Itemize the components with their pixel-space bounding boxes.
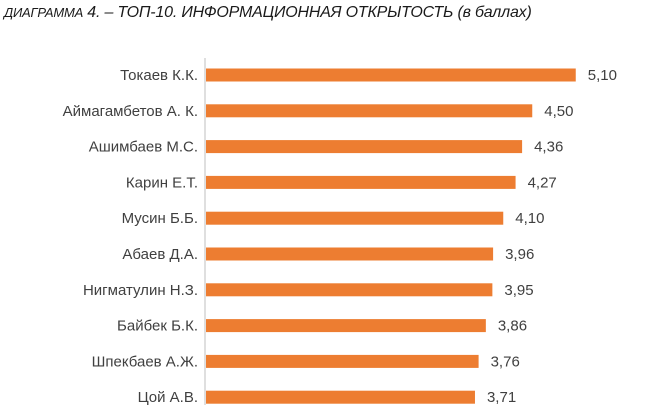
category-label: Карин Е.Т. xyxy=(126,174,198,191)
bar xyxy=(206,104,533,118)
category-label: Байбек Б.К. xyxy=(117,318,198,335)
bar xyxy=(206,140,523,154)
category-label: Токаев К.К. xyxy=(120,67,198,84)
bar xyxy=(206,390,475,404)
data-label: 3,86 xyxy=(498,318,527,335)
bar xyxy=(206,211,504,225)
data-label: 3,95 xyxy=(504,282,533,299)
category-label: Абаев Д.А. xyxy=(122,246,198,263)
data-label: 5,10 xyxy=(588,67,617,84)
category-label: Нигматулин Н.З. xyxy=(83,282,198,299)
chart-title-rest: 4. – ТОП-10. ИНФОРМАЦИОННАЯ ОТКРЫТОСТЬ (… xyxy=(83,4,532,21)
data-label: 3,96 xyxy=(505,246,534,263)
category-label: Аймагамбетов А. К. xyxy=(63,103,198,120)
bar xyxy=(206,319,486,333)
bar xyxy=(206,283,493,297)
chart-title-lead: ДИАГРАММА xyxy=(4,5,84,20)
bar xyxy=(206,247,494,261)
category-label: Мусин Б.Б. xyxy=(122,210,198,227)
category-label: Шпекбаев А.Ж. xyxy=(92,353,198,370)
category-label: Ашимбаев М.С. xyxy=(89,139,198,156)
data-label: 3,71 xyxy=(487,389,516,405)
category-label: Цой А.В. xyxy=(138,389,198,405)
data-label: 3,76 xyxy=(491,353,520,370)
data-label: 4,10 xyxy=(515,210,544,227)
bar xyxy=(206,68,576,82)
data-label: 4,27 xyxy=(528,174,557,191)
data-label: 4,36 xyxy=(534,139,563,156)
bar xyxy=(206,175,516,189)
bar xyxy=(206,354,479,368)
data-label: 4,50 xyxy=(544,103,573,120)
chart-title: ДИАГРАММА 4. – ТОП-10. ИНФОРМАЦИОННАЯ ОТ… xyxy=(4,4,664,22)
